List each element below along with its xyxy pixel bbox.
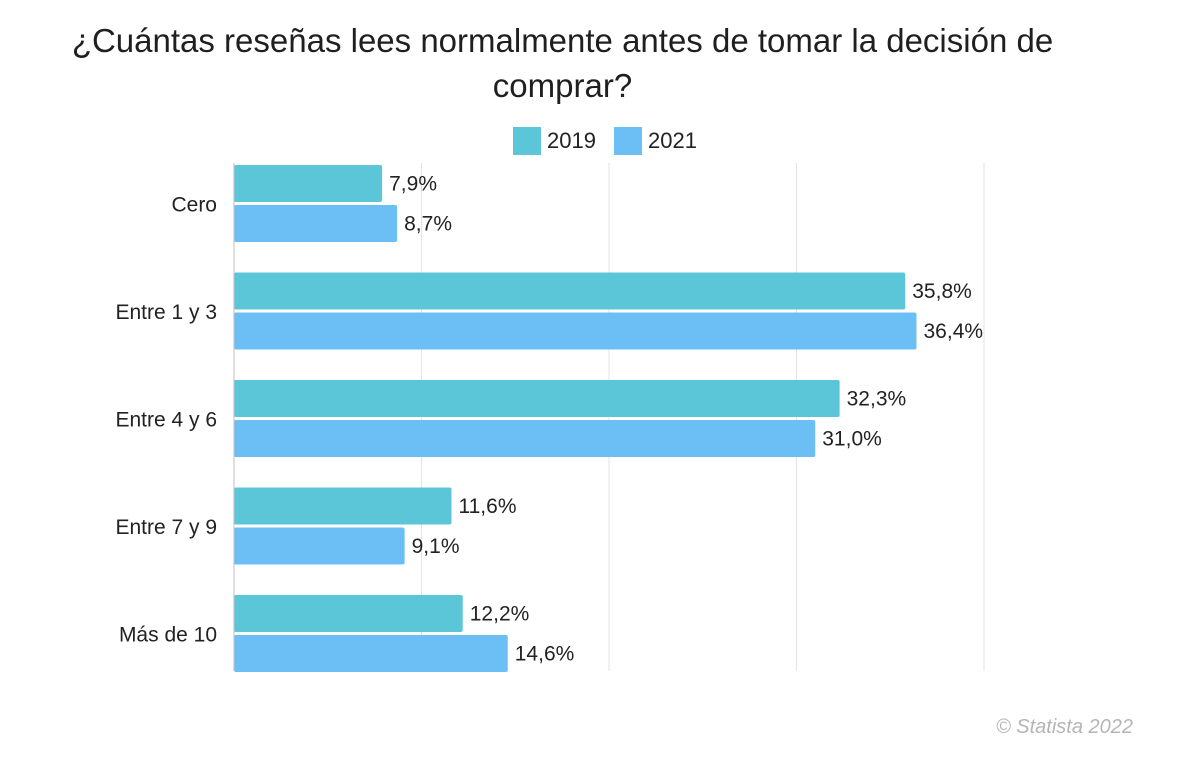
legend-item-2019[interactable]: 2019 [513,126,596,156]
category-label: Cero [171,194,217,217]
category-label: Entre 7 y 9 [115,516,217,539]
category-label: Entre 4 y 6 [115,409,217,432]
data-label-2019: 12,2% [470,603,530,626]
data-label-2019: 7,9% [389,173,437,196]
data-label-2021: 36,4% [924,320,984,343]
legend: 2019 2021 [0,126,1185,156]
bar-2019 [234,272,906,310]
bar-2021 [234,205,398,242]
bar-2021 [234,312,917,350]
category-label: Más de 10 [119,624,217,647]
data-label-2019: 32,3% [847,388,907,411]
legend-label-2021: 2021 [648,128,697,153]
data-label-2021: 14,6% [515,643,575,666]
source-credit: © Statista 2022 [995,716,1133,738]
data-label-2021: 31,0% [822,428,882,451]
bar-2021 [234,527,405,565]
legend-item-2021[interactable]: 2021 [614,126,697,156]
data-label-2019: 35,8% [912,280,972,303]
legend-swatch-2019 [513,127,541,155]
data-label-2019: 11,6% [459,495,517,518]
bar-2019 [234,380,840,417]
bar-2019 [234,595,463,632]
bar-2021 [234,635,508,672]
category-label: Entre 1 y 3 [115,301,217,324]
chart-title: ¿Cuántas reseñas lees normalmente antes … [71,22,1054,104]
bar-2019 [234,165,383,202]
legend-swatch-2021 [614,127,642,155]
bar-2019 [234,487,452,525]
data-label-2021: 9,1% [412,535,460,558]
legend-label-2019: 2019 [547,128,596,153]
data-label-2021: 8,7% [404,213,452,236]
bar-2021 [234,420,816,457]
